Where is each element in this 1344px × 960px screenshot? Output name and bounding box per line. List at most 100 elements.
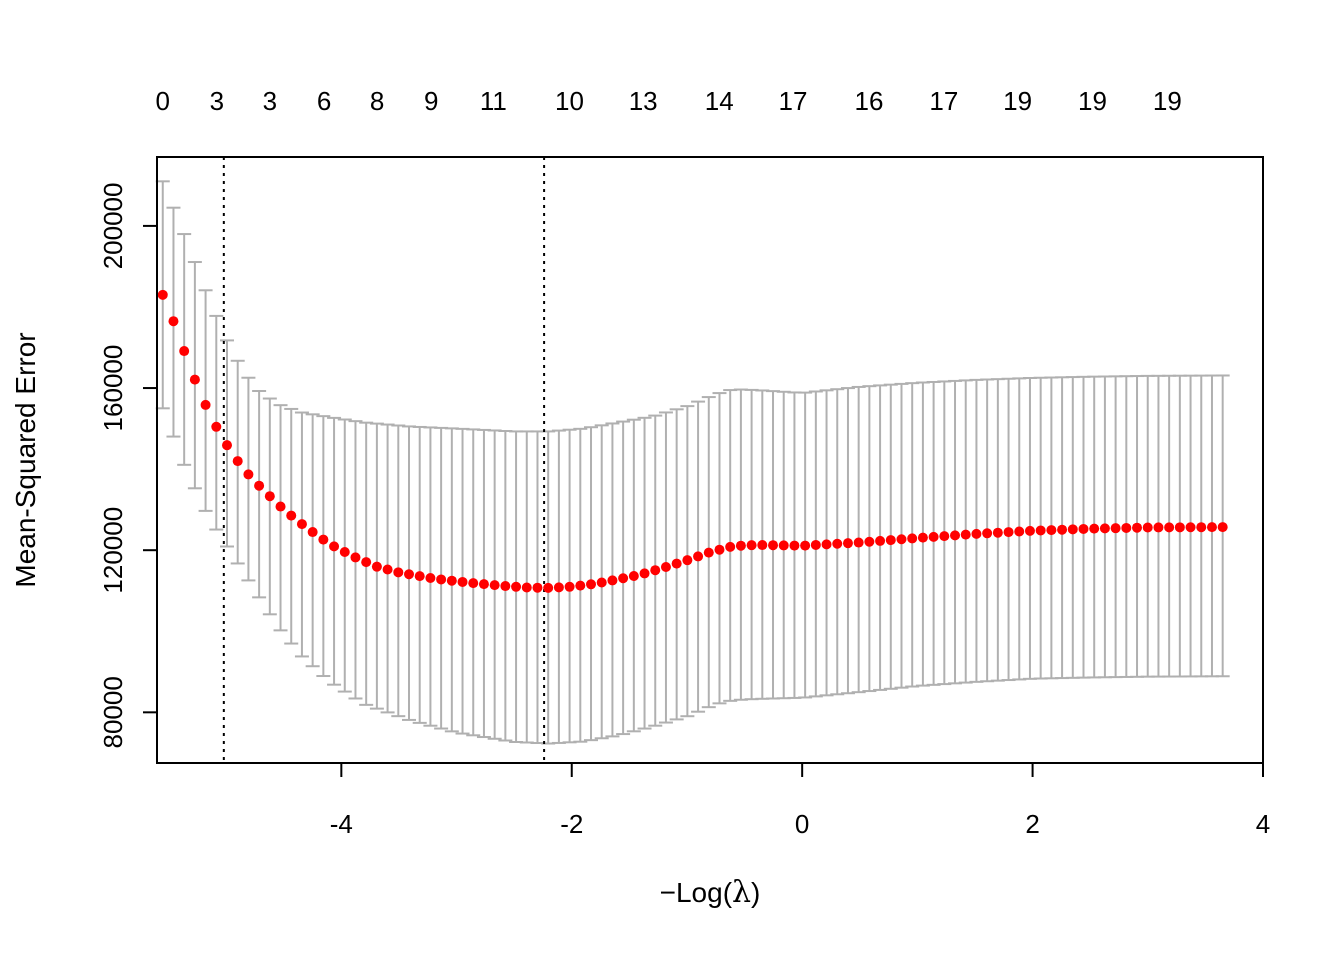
mse-point (468, 578, 479, 589)
mse-point (928, 531, 939, 542)
mse-point (318, 534, 329, 545)
y-tick-label: 160000 (98, 345, 128, 432)
error-bar (294, 411, 309, 658)
mse-point (457, 576, 468, 587)
y-axis: 80000 120000 160000 200000 (98, 183, 158, 748)
top-axis-nonzero-counts: 0 3 3 6 8 9 11 10 13 14 17 16 17 19 19 19 (156, 86, 1182, 116)
x-tick-label: 4 (1256, 809, 1270, 839)
mse-point (478, 579, 489, 590)
mse-point (1110, 523, 1121, 534)
top-axis-count-label: 3 (210, 86, 224, 116)
mse-point (189, 374, 200, 385)
mse-point (1078, 523, 1089, 534)
mse-point (800, 540, 811, 551)
error-bars (155, 180, 1230, 745)
mse-point (671, 558, 682, 569)
mse-point (960, 529, 971, 540)
mse-point (757, 540, 768, 551)
mse-point (511, 581, 522, 592)
mse-point (168, 316, 179, 327)
top-axis-count-label: 19 (1153, 86, 1182, 116)
mse-point (254, 480, 265, 491)
mse-point (746, 540, 757, 551)
error-bar (252, 389, 267, 599)
mse-point (703, 547, 714, 558)
top-axis-count-label: 9 (424, 86, 438, 116)
mse-point (200, 399, 211, 410)
error-bar (262, 397, 277, 616)
mse-point (1035, 525, 1046, 536)
mse-point (789, 540, 800, 551)
x-axis-title-text: Log( (676, 877, 733, 908)
mse-point (1196, 522, 1207, 533)
mse-point (1089, 523, 1100, 534)
mse-points (157, 289, 1228, 593)
mse-point (725, 541, 736, 552)
x-axis-title-prefix: − (660, 877, 676, 908)
mse-point (361, 557, 372, 568)
mse-point (950, 530, 961, 541)
top-axis-count-label: 14 (705, 86, 734, 116)
mse-point (810, 539, 821, 550)
mse-point (404, 569, 415, 580)
x-axis: -4 -2 0 2 4 (330, 762, 1270, 839)
top-axis-count-label: 8 (370, 86, 384, 116)
mse-point (1164, 522, 1175, 533)
mse-point (264, 491, 275, 502)
mse-point (1153, 522, 1164, 533)
x-axis-title: −Log(λ) (660, 875, 761, 910)
top-axis-count-label: 11 (480, 86, 507, 116)
mse-point (500, 581, 511, 592)
mse-point (693, 551, 704, 562)
top-axis-count-label: 19 (1078, 86, 1107, 116)
mse-point (714, 544, 725, 555)
mse-point (489, 580, 500, 591)
mse-point (414, 571, 425, 582)
mse-point (596, 577, 607, 588)
mse-point (971, 528, 982, 539)
y-tick-label: 80000 (98, 676, 128, 748)
mse-point (329, 541, 340, 552)
mse-point (1121, 522, 1132, 533)
mse-point (286, 510, 297, 521)
x-axis-title-close: ) (751, 877, 760, 908)
mse-point (393, 567, 404, 578)
mse-point (221, 440, 232, 451)
top-axis-count-label: 10 (555, 86, 584, 116)
x-axis-title-lambda: λ (732, 875, 751, 910)
x-tick-label: 0 (795, 809, 809, 839)
mse-point (618, 573, 629, 584)
mse-point (425, 573, 436, 584)
mse-point (1206, 522, 1217, 533)
mse-point (917, 532, 928, 543)
mse-point (243, 469, 254, 480)
mse-point (296, 519, 307, 530)
mse-point (232, 456, 243, 467)
mse-point (275, 501, 286, 512)
mse-point (436, 574, 447, 585)
mse-point (446, 575, 457, 586)
mse-point (875, 535, 886, 546)
x-tick-label: -4 (330, 809, 353, 839)
mse-point (768, 540, 779, 551)
top-axis-count-label: 0 (156, 86, 170, 116)
mse-point (543, 582, 554, 593)
mse-point (1174, 522, 1185, 533)
error-bar (305, 413, 320, 668)
y-axis-title: Mean-Squared Error (10, 332, 41, 587)
mse-point (1142, 522, 1153, 533)
y-tick-label: 200000 (98, 183, 128, 270)
mse-point (564, 581, 575, 592)
error-bar (273, 404, 288, 632)
mse-point (992, 527, 1003, 538)
mse-point (532, 582, 543, 593)
top-axis-count-label: 17 (929, 86, 958, 116)
top-axis-count-label: 19 (1003, 86, 1032, 116)
mse-point (842, 538, 853, 549)
mse-point (1217, 522, 1228, 533)
mse-point (1046, 525, 1057, 536)
mse-point (1024, 525, 1035, 536)
mse-point (821, 539, 832, 550)
mse-point (1132, 522, 1143, 533)
